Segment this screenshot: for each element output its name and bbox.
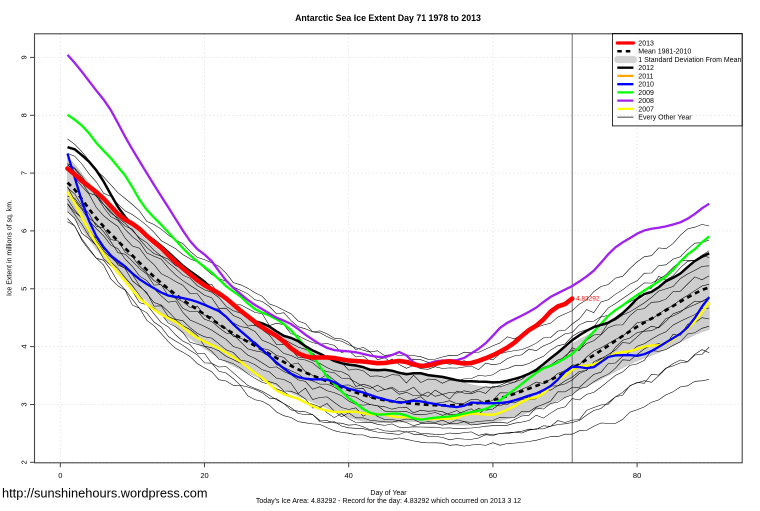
svg-text:7: 7 — [19, 171, 28, 175]
svg-text:2009: 2009 — [638, 90, 654, 97]
svg-text:4.83292: 4.83292 — [576, 296, 600, 303]
svg-text:60: 60 — [489, 471, 497, 480]
svg-text:8: 8 — [19, 113, 28, 117]
svg-text:2013: 2013 — [638, 40, 654, 47]
svg-text:2007: 2007 — [638, 106, 654, 113]
svg-text:Day of Year: Day of Year — [370, 490, 407, 497]
svg-text:Mean 1981-2010: Mean 1981-2010 — [638, 49, 691, 56]
svg-text:Ice Extent in millions of sq.: Ice Extent in millions of sq. km. — [7, 200, 14, 296]
svg-text:Today's Ice Area: 4.83292 - R: Today's Ice Area: 4.83292 - Record for t… — [256, 498, 521, 505]
svg-text:40: 40 — [345, 471, 353, 480]
svg-text:6: 6 — [19, 229, 28, 233]
svg-text:2008: 2008 — [638, 98, 654, 105]
svg-text:4: 4 — [19, 345, 28, 349]
svg-text:9: 9 — [19, 55, 28, 59]
svg-text:20: 20 — [200, 471, 208, 480]
svg-text:http://sunshinehours.wordpress: http://sunshinehours.wordpress.com — [2, 486, 208, 501]
svg-text:2012: 2012 — [638, 65, 654, 72]
svg-text:3: 3 — [19, 402, 28, 406]
svg-text:Every Other Year: Every Other Year — [638, 115, 692, 122]
svg-text:5: 5 — [19, 287, 28, 291]
svg-text:1 Standard Deviation From Mean: 1 Standard Deviation From Mean — [638, 57, 741, 64]
svg-text:2011: 2011 — [638, 73, 653, 80]
svg-text:2: 2 — [19, 460, 28, 464]
svg-text:80: 80 — [633, 471, 641, 480]
svg-text:2010: 2010 — [638, 82, 654, 89]
svg-text:Antarctic Sea Ice Extent Day 7: Antarctic Sea Ice Extent Day 71 1978 to … — [295, 13, 481, 23]
svg-text:0: 0 — [58, 471, 62, 480]
